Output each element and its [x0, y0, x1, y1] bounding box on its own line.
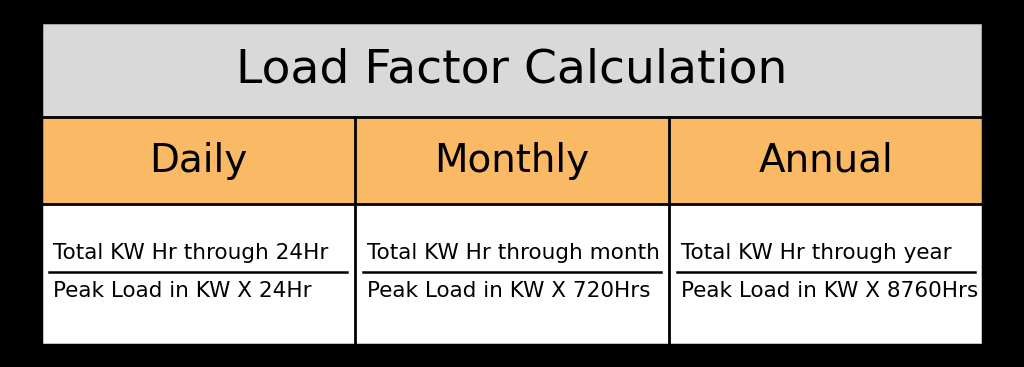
Bar — [41, 117, 983, 204]
Bar — [41, 204, 983, 345]
Text: Daily: Daily — [148, 142, 247, 180]
Text: Total KW Hr through year: Total KW Hr through year — [681, 243, 952, 263]
Text: Peak Load in KW X 24Hr: Peak Load in KW X 24Hr — [53, 281, 312, 301]
Bar — [41, 22, 983, 117]
Text: Load Factor Calculation: Load Factor Calculation — [237, 47, 787, 92]
Text: Total KW Hr through month: Total KW Hr through month — [368, 243, 660, 263]
Bar — [41, 22, 983, 345]
Text: Annual: Annual — [759, 142, 893, 180]
Text: Total KW Hr through 24Hr: Total KW Hr through 24Hr — [53, 243, 329, 263]
Text: Peak Load in KW X 8760Hrs: Peak Load in KW X 8760Hrs — [681, 281, 979, 301]
Text: Monthly: Monthly — [434, 142, 590, 180]
Text: Peak Load in KW X 720Hrs: Peak Load in KW X 720Hrs — [368, 281, 651, 301]
